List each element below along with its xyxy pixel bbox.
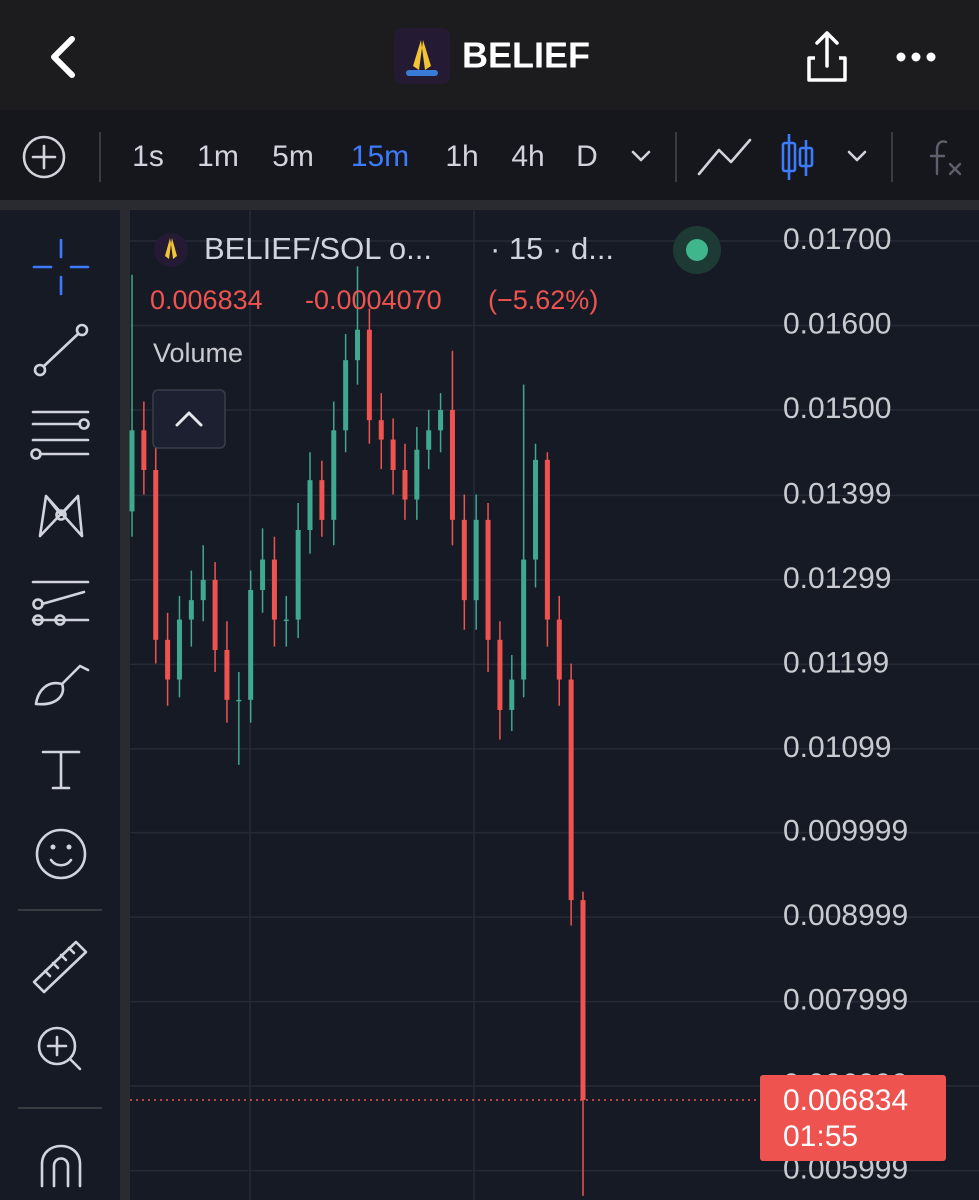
candle-body <box>556 619 562 680</box>
legend-price: 0.006834 <box>150 285 263 315</box>
price-tag-countdown: 01:55 <box>783 1120 858 1153</box>
interval-button[interactable]: 5m <box>272 140 314 173</box>
candle-body <box>188 600 194 620</box>
y-tick-label: 0.01199 <box>783 646 889 679</box>
chart-panel <box>130 210 979 1200</box>
interval-button[interactable]: 1h <box>445 140 478 173</box>
zoom-tool[interactable] <box>37 1026 82 1071</box>
y-tick-label: 0.01500 <box>783 392 891 425</box>
y-tick-label: 0.01600 <box>783 307 891 340</box>
status-dot <box>686 239 708 261</box>
emoji-tool[interactable] <box>35 828 87 880</box>
legend-change-pct: (−5.62%) <box>488 285 598 315</box>
trend-line-tool[interactable] <box>33 323 89 377</box>
indicator-label: Volume <box>153 338 243 368</box>
candle-body <box>449 410 455 520</box>
y-tick-label: 0.01700 <box>783 223 891 256</box>
candle-body <box>426 430 432 450</box>
y-tick-label: 0.01099 <box>783 731 891 764</box>
interval-button[interactable]: 4h <box>511 140 544 173</box>
candle-body <box>260 559 266 590</box>
line-chart-button[interactable] <box>697 138 752 176</box>
brush-tool[interactable] <box>34 664 90 706</box>
legend-symbol: BELIEF/SOL o... <box>204 231 432 266</box>
indicators-button[interactable] <box>929 140 962 176</box>
y-tick-label: 0.007999 <box>783 984 908 1017</box>
candle-body <box>165 639 171 680</box>
legend-avatar <box>154 233 188 267</box>
candle-body <box>568 679 574 901</box>
candle-body <box>212 579 218 650</box>
candle-body <box>438 410 444 431</box>
candle-body <box>521 559 527 680</box>
divider <box>0 200 979 210</box>
y-tick-label: 0.008999 <box>783 899 908 932</box>
candle-body <box>473 519 479 601</box>
candle-body <box>283 619 289 622</box>
candle-body <box>176 619 182 680</box>
back-button[interactable] <box>51 36 75 78</box>
price-tag-value: 0.006834 <box>783 1084 908 1117</box>
candle-body <box>485 519 491 640</box>
price-tag-box <box>760 1075 946 1162</box>
candle-body <box>402 470 408 500</box>
interval-button[interactable]: 15m <box>351 140 409 173</box>
legend: BELIEF/SOL o... · 15 · d... 0.006834 -0.… <box>150 226 721 449</box>
y-tick-label: 0.01299 <box>783 562 891 595</box>
candle-body <box>544 459 550 620</box>
candle-body <box>319 480 325 520</box>
crosshair-tool[interactable] <box>32 238 90 296</box>
candle-body <box>378 420 384 440</box>
legend-change: -0.0004070 <box>305 285 442 315</box>
candle-body <box>295 530 301 620</box>
candle-body <box>200 579 206 601</box>
add-button[interactable] <box>22 135 66 179</box>
candle-body <box>366 329 372 421</box>
pattern-tool[interactable] <box>38 494 84 538</box>
candle-body <box>271 559 277 620</box>
token-avatar <box>394 28 450 84</box>
candle-body <box>390 439 396 471</box>
candle-body <box>461 519 467 601</box>
candle-body <box>497 639 503 710</box>
candle-body <box>343 360 349 431</box>
candle-body <box>580 900 586 1101</box>
header-bar <box>0 0 979 110</box>
candle-body <box>509 679 515 710</box>
more-button[interactable] <box>896 52 936 62</box>
candle-body <box>224 649 230 700</box>
candle-body <box>307 480 313 531</box>
candle-body <box>533 459 539 560</box>
candle-body <box>355 329 360 361</box>
candle-body <box>414 449 420 500</box>
magnet-tool[interactable] <box>40 1144 82 1188</box>
interval-dropdown[interactable] <box>631 150 651 162</box>
collapse-button[interactable] <box>152 389 226 449</box>
interval-button[interactable]: D <box>576 140 598 173</box>
candle-body <box>236 699 242 702</box>
candle-chart-button[interactable] <box>781 134 814 180</box>
legend-interval: · 15 · d... <box>490 231 614 266</box>
candle-body <box>331 430 337 520</box>
interval-button[interactable]: 1m <box>197 140 239 173</box>
toolbar <box>0 110 979 200</box>
fib-tool[interactable] <box>30 410 90 460</box>
candle-body <box>129 430 135 512</box>
page-title: BELIEF <box>462 35 590 76</box>
ruler-tool[interactable] <box>32 940 88 994</box>
legend-avatar-icon <box>165 238 177 259</box>
y-tick-label: 0.009999 <box>783 815 908 848</box>
divider <box>120 210 130 1200</box>
share-button[interactable] <box>807 31 847 82</box>
candle-body <box>141 430 147 471</box>
interval-button[interactable]: 1s <box>132 140 164 173</box>
candle-body <box>153 470 159 640</box>
text-tool[interactable] <box>41 750 81 790</box>
projection-tool[interactable] <box>31 580 90 626</box>
y-tick-label: 0.01399 <box>783 477 891 510</box>
drawing-toolbar <box>0 210 120 1200</box>
chart-type-dropdown[interactable] <box>847 150 867 162</box>
candle-body <box>248 589 254 700</box>
